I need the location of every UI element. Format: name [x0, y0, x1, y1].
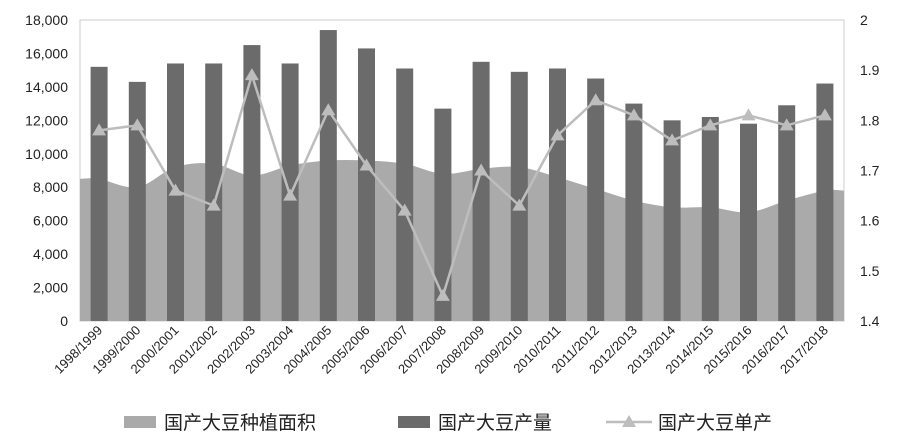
bar-production: [396, 68, 414, 321]
point-yield: [550, 128, 565, 141]
left-tick-label: 2,000: [33, 280, 68, 296]
legend: 国产大豆种植面积 国产大豆产量 国产大豆单产: [124, 412, 772, 434]
point-yield: [244, 68, 259, 81]
bar-production: [205, 63, 223, 321]
point-yield: [512, 198, 527, 211]
right-tick-label: 1.6: [860, 213, 880, 229]
left-tick-label: 16,000: [25, 45, 68, 61]
legend-label-bar: 国产大豆产量: [438, 412, 552, 434]
bar-production: [625, 103, 643, 321]
legend-swatch-area: [124, 416, 156, 428]
bar-production: [701, 116, 719, 321]
right-tick-label: 2: [860, 12, 868, 28]
point-yield: [474, 163, 489, 176]
left-tick-label: 4,000: [33, 246, 68, 262]
point-yield: [588, 93, 603, 106]
point-yield: [741, 108, 756, 121]
right-tick-label: 1.7: [860, 163, 880, 179]
bar-production: [816, 83, 834, 322]
bar-production: [128, 81, 146, 321]
left-tick-label: 0: [60, 313, 68, 329]
left-tick-label: 8,000: [33, 179, 68, 195]
bar-production: [434, 108, 452, 321]
bar-production: [663, 120, 681, 321]
left-tick-label: 18,000: [25, 12, 68, 28]
point-yield: [206, 198, 221, 211]
left-tick-label: 12,000: [25, 112, 68, 128]
point-yield: [397, 203, 412, 216]
point-yield: [92, 123, 107, 136]
point-yield: [435, 288, 450, 301]
right-tick-label: 1.4: [860, 313, 880, 329]
point-yield: [321, 103, 336, 116]
bar-production: [90, 66, 108, 321]
bar-production: [472, 61, 490, 322]
bar-production: [510, 71, 528, 321]
point-yield: [359, 158, 374, 171]
point-yield: [168, 183, 183, 196]
right-y-axis: 1.4 1.5 1.6 1.7 1.8 1.9 2: [860, 12, 880, 329]
point-yield: [283, 188, 298, 201]
right-tick-label: 1.8: [860, 112, 880, 128]
bar-production: [319, 30, 337, 322]
right-tick-label: 1.9: [860, 62, 880, 78]
area-series-layer: [80, 159, 844, 321]
point-yield: [130, 118, 145, 131]
point-yield: [626, 108, 641, 121]
bar-production: [243, 45, 261, 321]
point-yield: [665, 133, 680, 146]
right-tick-label: 1.5: [860, 263, 880, 279]
left-tick-label: 10,000: [25, 146, 68, 162]
left-tick-label: 6,000: [33, 213, 68, 229]
bar-production: [358, 48, 375, 322]
legend-swatch-marker: [622, 415, 636, 427]
point-yield: [817, 108, 832, 121]
line-series-layer: [92, 68, 832, 301]
bar-series-layer: [90, 30, 834, 322]
legend-label-area: 国产大豆种植面积: [164, 412, 316, 434]
left-y-axis: 0 2,000 4,000 6,000 8,000 10,000 12,000 14,000 1…: [25, 12, 68, 329]
area-planting-area: [80, 159, 844, 321]
line-yield: [98, 73, 826, 298]
legend-swatch-bar: [398, 416, 430, 428]
bar-production: [587, 78, 605, 322]
point-yield: [703, 118, 718, 131]
left-tick-label: 14,000: [25, 79, 68, 95]
bar-production: [778, 105, 796, 322]
bar-production: [740, 123, 757, 321]
legend-label-line: 国产大豆单产: [658, 412, 772, 434]
point-yield: [779, 118, 794, 131]
bar-production: [549, 68, 566, 321]
